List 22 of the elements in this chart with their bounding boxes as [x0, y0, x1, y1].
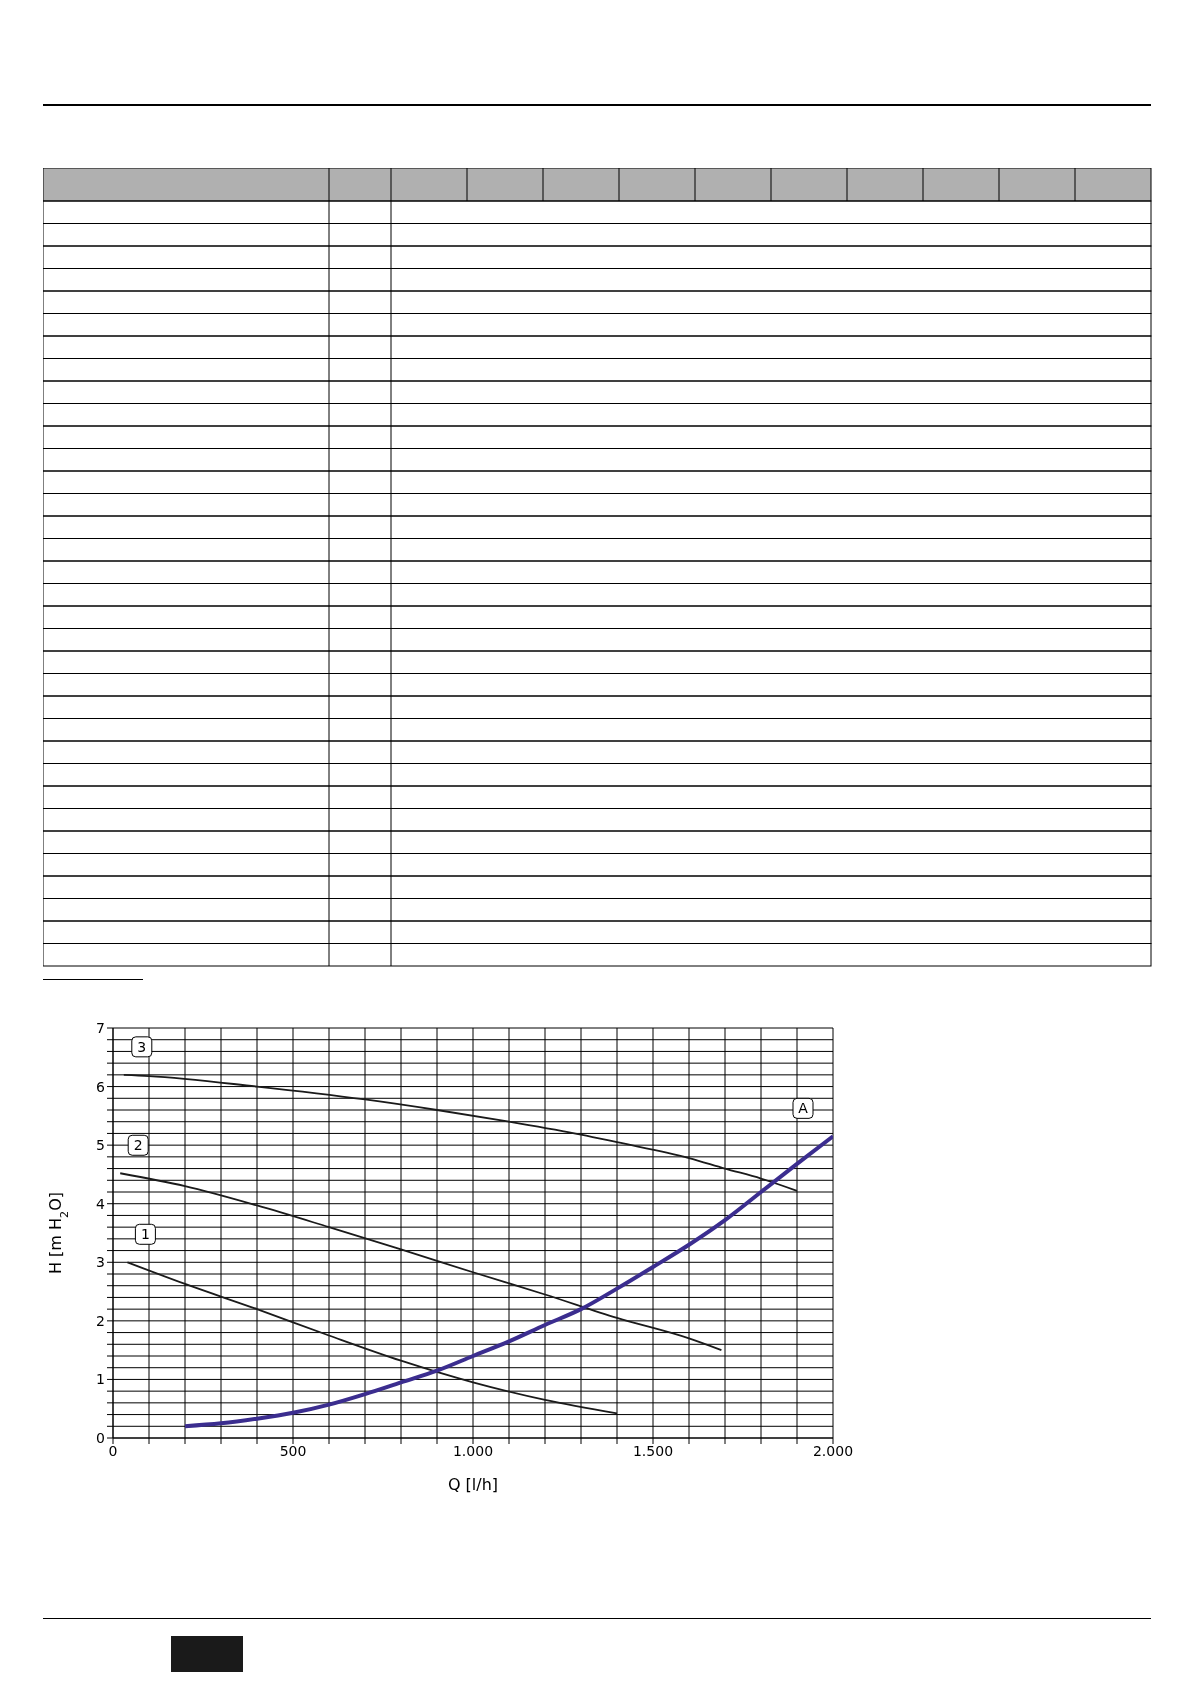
y-tick-label: 1: [96, 1371, 105, 1388]
y-tick-label: 2: [96, 1312, 105, 1329]
line-series: [119, 1172, 723, 1352]
x-tick-label: 2.000: [812, 1442, 854, 1459]
y-tick-label: 0: [96, 1429, 105, 1446]
x-tick-label: 1.500: [632, 1442, 674, 1459]
text: A: [798, 1100, 809, 1117]
line-series: [183, 1134, 833, 1429]
line-series: [122, 1073, 798, 1192]
series-label: 2: [133, 1137, 143, 1154]
series-label: 3: [137, 1038, 147, 1055]
line-series: [126, 1261, 618, 1415]
y-tick-label: 5: [96, 1137, 105, 1154]
x-tick-label: 500: [279, 1442, 307, 1459]
y-tick-label: 6: [96, 1078, 106, 1095]
x-tick-label: 0: [108, 1442, 118, 1459]
y-tick-label: 4: [96, 1195, 106, 1212]
x-tick-label: 1.000: [452, 1442, 494, 1459]
y-tick-label: 7: [96, 1019, 105, 1036]
x-axis-title: Q [l/h]: [447, 1475, 499, 1494]
series-label: 1: [140, 1226, 150, 1243]
y-tick-label: 3: [96, 1254, 105, 1271]
